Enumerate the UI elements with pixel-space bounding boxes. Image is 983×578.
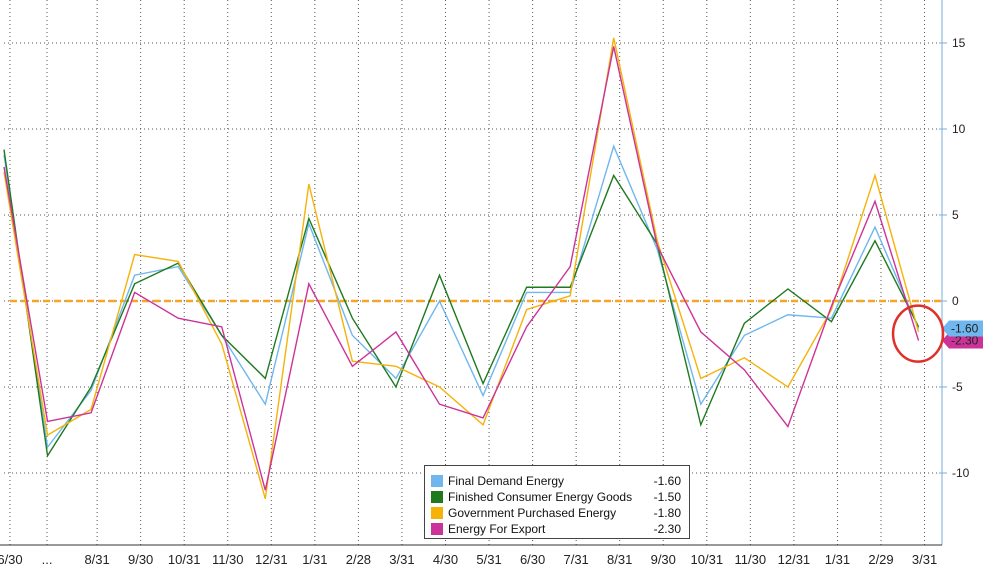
legend-swatch [431,475,443,487]
x-tick-label: 7/31 [563,552,588,567]
y-tick-label: -10 [952,466,970,480]
legend-swatch [431,507,443,519]
series-lines [3,37,920,499]
last-value-tag: -2.30 [942,332,983,349]
legend-swatch [431,491,443,503]
legend-label: Finished Consumer Energy Goods [448,490,633,504]
x-tick-label: 3/31 [389,552,414,567]
y-axis-tick-labels: 15 10 5 0 -5 -10 [952,36,970,480]
x-tick-label: 6/30 [0,552,23,567]
x-tick-label: 5/31 [476,552,501,567]
x-tick-label: 12/31 [778,552,811,567]
x-tick-label: 11/30 [735,552,767,567]
x-tick-label: 8/31 [84,552,109,567]
legend-item: Energy For Export -2.30 [431,521,681,537]
highlight-circle [891,304,945,363]
last-value-tag: -1.60 [942,320,983,337]
x-tick-label: 2/29 [868,552,893,567]
legend-value: -2.30 [653,522,681,536]
x-tick-label: 2/28 [346,552,371,567]
x-tick-label: 12/31 [255,552,288,567]
x-tick-label: 1/31 [302,552,327,567]
x-tick-label: 9/30 [651,552,676,567]
series-line [3,149,920,458]
last-value-tags: -2.30-1.60 [942,320,983,349]
x-tick-label: 3/31 [912,552,937,567]
highlight-ellipse [891,304,945,363]
legend-label: Energy For Export [448,522,546,536]
tag-label: -1.60 [951,322,979,336]
y-tick-label: 15 [952,36,966,50]
legend-label: Government Purchased Energy [448,506,617,520]
legend-value: -1.60 [653,474,681,488]
y-tick-label: 0 [952,294,959,308]
tag-shape [942,320,983,337]
tag-shape [942,332,983,349]
legend-value: -1.80 [653,506,681,520]
x-tick-label: 10/31 [168,552,201,567]
legend-item: Final Demand Energy -1.60 [431,473,681,489]
x-tick-label: 10/31 [691,552,724,567]
legend-label: Final Demand Energy [448,474,565,488]
axes [0,0,947,546]
x-tick-label: 1/31 [825,552,850,567]
legend-item: Finished Consumer Energy Goods -1.50 [431,489,681,505]
series-line [3,37,920,499]
gridlines [4,0,942,545]
x-tick-label: 4/30 [433,552,458,567]
tag-label: -2.30 [951,334,979,348]
x-tick-label: 6/30 [520,552,545,567]
y-tick-label: -5 [952,380,963,394]
legend-swatch [431,523,443,535]
x-tick-label: 11/30 [212,552,244,567]
x-tick-label: ... [42,552,53,567]
y-tick-label: 10 [952,122,966,136]
legend-value: -1.50 [653,490,681,504]
x-axis-tick-labels: 6/30... 8/31 9/30 10/31 11/30 12/31 1/31 2/28 3/… [0,552,937,567]
series-line [3,144,920,449]
legend: Final Demand Energy -1.60 Finished Consu… [424,465,690,539]
x-tick-label: 9/30 [128,552,153,567]
y-tick-label: 5 [952,208,959,222]
x-tick-label: 8/31 [607,552,632,567]
series-line [3,46,920,491]
legend-item: Government Purchased Energy -1.80 [431,505,681,521]
